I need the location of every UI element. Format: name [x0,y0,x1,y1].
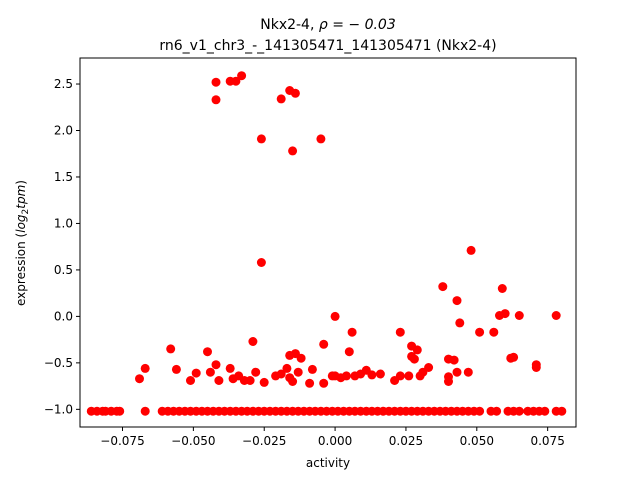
data-point [288,146,298,156]
data-point [514,311,524,320]
data-point [463,367,473,377]
y-tick-label: −0.5 [44,356,73,370]
data-point [296,353,306,363]
data-point [231,76,241,86]
x-tick-label: −0.050 [171,434,215,448]
x-tick-label: 0.075 [530,434,564,448]
data-point [330,311,340,321]
data-point [455,318,465,328]
data-point [259,377,269,387]
x-axis-label: activity [306,456,350,470]
data-point [500,309,510,319]
data-point [356,369,366,379]
data-point [166,344,176,354]
data-point [205,367,215,377]
data-point [225,363,235,373]
data-point [251,367,261,377]
data-point [497,284,507,293]
x-tick-label: −0.075 [100,434,144,448]
data-point [540,406,550,416]
data-point [276,369,286,379]
data-points [86,71,567,416]
y-tick-label: 1.5 [54,170,73,184]
data-point [438,282,448,292]
data-point [409,354,419,364]
x-tick-label: −0.025 [242,434,286,448]
data-point [276,94,286,104]
y-tick-label: 0.5 [54,263,73,277]
data-point [248,337,258,346]
data-point [506,353,516,363]
data-point [514,406,524,416]
data-point [256,258,266,267]
data-point [395,371,405,381]
data-point [115,406,125,416]
data-point [344,347,354,357]
data-point [140,363,150,373]
data-point [449,355,459,365]
chart-title-line2: rn6_v1_chr3_-_141305471_141305471 (Nkx2-… [159,38,496,54]
data-point [211,360,221,370]
data-point [305,378,315,388]
data-point [319,378,329,388]
data-point [418,367,428,377]
x-tick-label: 0.000 [318,434,352,448]
data-point [367,370,377,380]
data-point [475,327,485,337]
y-tick-label: 0.0 [54,309,73,323]
data-point [237,71,247,81]
data-point [551,311,561,320]
data-point [293,367,303,377]
data-point [307,364,317,374]
data-point [452,296,462,306]
plot-frame [79,57,577,428]
x-tick-label: 0.025 [389,434,423,448]
data-point [347,327,357,337]
x-axis-ticks: −0.075 −0.050 −0.025 0.000 0.025 0.050 0.075 [100,427,565,448]
y-tick-label: −1.0 [44,402,73,416]
y-tick-label: 2.5 [54,77,73,91]
data-point [412,345,422,355]
data-point [282,363,292,373]
data-point [557,406,567,416]
data-point [492,406,502,416]
chart-title-line1: Nkx2-4, ρ = − 0.03 [260,17,396,33]
data-point [531,363,541,372]
y-axis-ticks: −1.0 −0.5 0.0 0.5 1.0 1.5 2.0 2.5 [44,77,80,416]
x-tick-label: 0.050 [460,434,494,448]
data-point [140,406,150,416]
data-point [375,369,385,379]
data-point [452,367,462,377]
data-point [288,377,298,386]
data-point [245,376,255,385]
data-point [211,95,221,105]
data-point [214,376,224,385]
data-point [341,371,351,381]
data-point [319,339,329,349]
data-point [211,77,221,87]
data-point [186,376,195,385]
data-point [191,368,201,378]
data-point [395,327,405,337]
data-point [475,406,485,416]
data-point [489,327,499,337]
y-axis-label: expression (log2tpm) [14,180,31,306]
data-point [203,347,212,357]
y-tick-label: 2.0 [54,123,73,137]
data-point [316,134,326,144]
data-point [466,245,476,255]
data-point [404,371,414,381]
data-point [290,88,300,98]
y-tick-label: 1.0 [54,216,73,230]
data-point [135,374,144,384]
data-point [444,377,453,386]
data-point [171,364,181,374]
data-point [256,134,266,144]
